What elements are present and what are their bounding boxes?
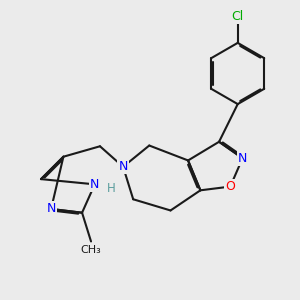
Text: N: N	[118, 160, 128, 173]
Text: N: N	[238, 152, 247, 165]
Text: O: O	[225, 180, 235, 193]
Text: H: H	[107, 182, 116, 195]
Text: Cl: Cl	[232, 10, 244, 23]
Text: N: N	[90, 178, 99, 191]
Text: N: N	[46, 202, 56, 215]
Text: CH₃: CH₃	[80, 245, 101, 255]
